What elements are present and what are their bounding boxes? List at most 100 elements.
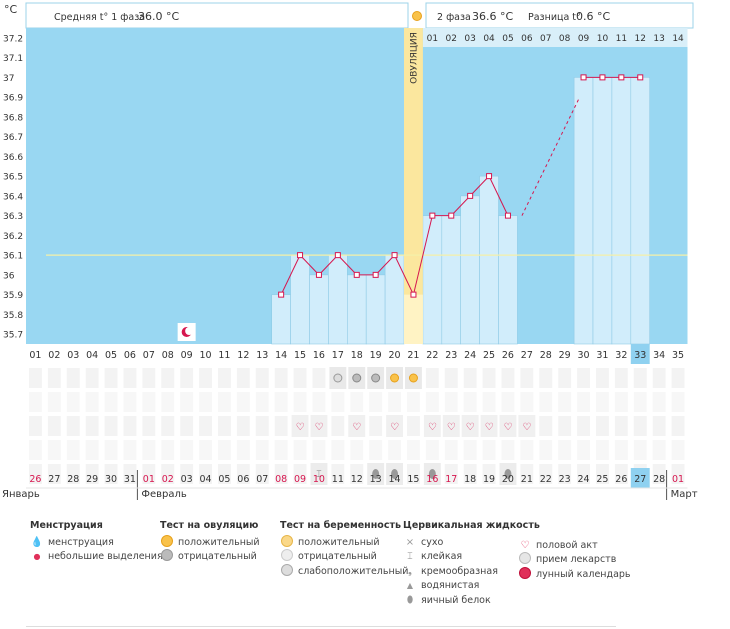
marker-cell xyxy=(423,415,441,437)
grid-cell xyxy=(312,440,326,460)
sticky-icon: ⌶ xyxy=(407,551,413,562)
grid-cell xyxy=(633,392,647,412)
cycle-day-label: 27 xyxy=(521,350,533,361)
heart-icon: ♡ xyxy=(390,422,399,433)
temp-point xyxy=(486,173,493,180)
grid-cell xyxy=(104,440,118,460)
dpo-label: 08 xyxy=(559,34,571,44)
cycle-day-label: 06 xyxy=(124,350,136,361)
grid-cell xyxy=(671,392,685,412)
legend-title: Тест на овуляцию xyxy=(160,520,259,531)
temp-line xyxy=(318,254,339,276)
y-tick-label: 36.5 xyxy=(3,173,23,183)
temp-bar xyxy=(460,195,480,345)
grid-cell xyxy=(47,440,61,460)
grid-cell xyxy=(539,416,553,436)
heart-icon: ♡ xyxy=(447,422,456,433)
temp-point xyxy=(618,74,625,81)
date-label: 10 xyxy=(313,474,325,485)
grid-cell xyxy=(236,392,250,412)
cycle-day-label: 29 xyxy=(559,350,571,361)
dry-icon: × xyxy=(405,536,415,548)
y-tick-label: 37.2 xyxy=(3,34,23,44)
grid-cell xyxy=(293,464,307,484)
grid-cell xyxy=(463,392,477,412)
grid-cell xyxy=(180,392,194,412)
heart-icon: ♡ xyxy=(352,422,361,433)
temp-line xyxy=(375,254,395,276)
temp-bar xyxy=(441,215,461,345)
temp-bar xyxy=(309,274,329,345)
y-tick-label: 36.3 xyxy=(3,212,23,222)
legend-label: лунный календарь xyxy=(536,568,631,580)
grid-cell xyxy=(218,464,231,484)
grid-cell xyxy=(350,440,364,460)
positive-pregnancy-icon xyxy=(280,534,294,550)
ovulation-sun-icon xyxy=(412,11,422,21)
date-label: 26 xyxy=(615,474,627,485)
marker-cell xyxy=(480,415,498,437)
marker-cell xyxy=(386,415,403,437)
date-label: 31 xyxy=(124,474,136,485)
marker-cell xyxy=(348,415,366,437)
dpo-label: 09 xyxy=(578,34,590,44)
legend-title: Цервикальная жидкость xyxy=(403,520,540,531)
date-label: 01 xyxy=(143,474,155,485)
cycle-day-label: 30 xyxy=(578,350,590,361)
marker-cell xyxy=(461,415,479,437)
grid-cell xyxy=(596,392,609,412)
temp-line xyxy=(412,215,433,295)
grid-cell xyxy=(236,464,250,484)
y-tick-label: 36.2 xyxy=(3,232,23,242)
cycle-day-label: 33 xyxy=(634,350,646,361)
grid-cell xyxy=(85,368,99,388)
date-label: 30 xyxy=(105,474,117,485)
y-tick-label: 36.1 xyxy=(3,252,23,262)
phase1-text: Средняя t° 1 фаза xyxy=(54,12,145,23)
egg-white-icon: ⬮ xyxy=(406,594,414,606)
grid-cell xyxy=(577,464,590,484)
date-label: 14 xyxy=(389,474,401,485)
grid-cell xyxy=(293,440,307,460)
cycle-day-label: 35 xyxy=(672,350,684,361)
moon-icon xyxy=(518,566,532,582)
dpo-label: 13 xyxy=(653,34,664,44)
y-tick-label: 35.7 xyxy=(3,331,23,341)
grid-cell xyxy=(577,416,590,436)
ovulation-test-icon xyxy=(390,373,400,383)
watery-icon: ▲ xyxy=(406,581,414,591)
y-tick-label: 36.7 xyxy=(3,133,23,143)
temp-point xyxy=(580,74,587,81)
temp-point xyxy=(504,212,511,219)
date-label: 17 xyxy=(445,474,457,485)
cycle-day-label: 11 xyxy=(218,350,230,361)
date-label: 13 xyxy=(370,474,382,485)
cycle-day-label: 19 xyxy=(370,350,382,361)
date-label: 05 xyxy=(218,474,230,485)
grid-cell xyxy=(482,440,496,460)
marker-cell xyxy=(499,415,517,437)
grid-cell xyxy=(407,440,420,460)
grid-cell xyxy=(652,368,666,388)
date-label: 12 xyxy=(351,474,363,485)
grid-cell xyxy=(255,440,269,460)
grid-cell xyxy=(180,464,194,484)
cycle-day-label: 28 xyxy=(540,350,552,361)
legend-label: менструация xyxy=(48,536,114,548)
grid-cell xyxy=(104,392,118,412)
cycle-day-label: 15 xyxy=(294,350,306,361)
grid-cell xyxy=(444,392,458,412)
date-label: 02 xyxy=(162,474,174,485)
temp-bar xyxy=(328,254,348,345)
cycle-day-label: 24 xyxy=(464,350,476,361)
cycle-day-label: 23 xyxy=(445,350,457,361)
grid-cell xyxy=(199,392,212,412)
grid-cell xyxy=(425,368,439,388)
grid-cell xyxy=(444,368,458,388)
grid-cell xyxy=(539,368,553,388)
y-tick-label: 35.8 xyxy=(3,311,23,321)
legend-menstruation: Менструация 💧 менструация ● небольшие выде… xyxy=(30,520,163,564)
month-label: Февраль xyxy=(141,489,187,500)
date-label: 27 xyxy=(48,474,60,485)
